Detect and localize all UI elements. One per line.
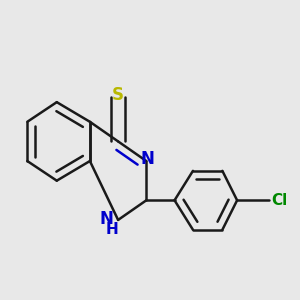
Text: N: N — [99, 210, 113, 228]
Text: H: H — [106, 222, 118, 237]
Text: S: S — [112, 86, 124, 104]
Text: Cl: Cl — [271, 193, 287, 208]
Text: N: N — [140, 150, 154, 168]
